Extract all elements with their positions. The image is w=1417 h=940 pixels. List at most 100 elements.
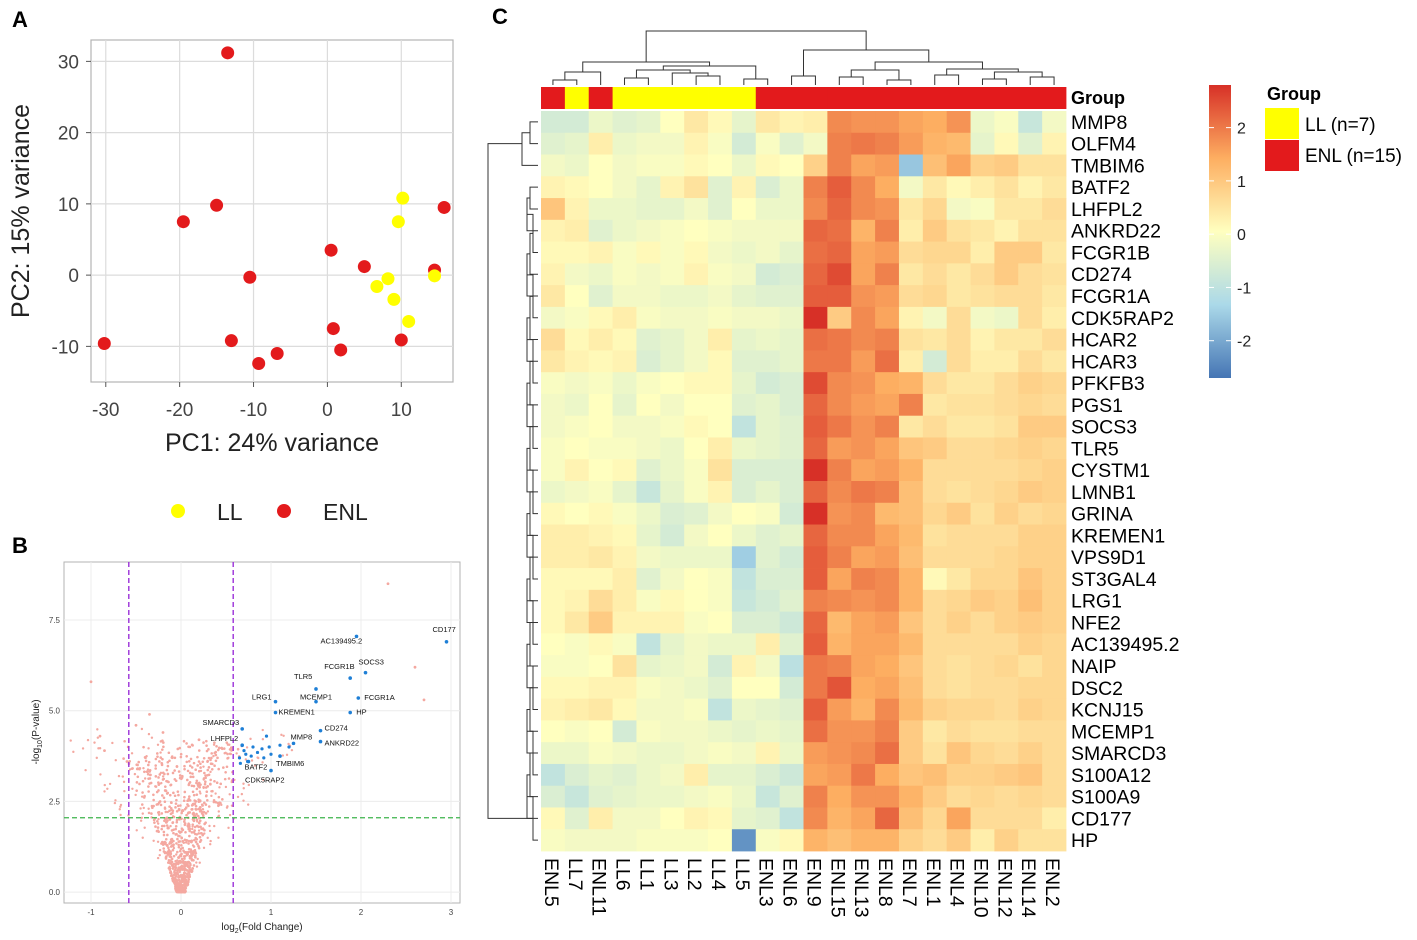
heatmap-cell xyxy=(994,524,1019,547)
significant-point xyxy=(262,756,266,760)
volcano-point xyxy=(201,827,205,831)
heatmap-cell xyxy=(922,546,948,569)
heatmap-cell xyxy=(588,785,613,808)
volcano-point xyxy=(217,804,220,808)
heatmap-cell xyxy=(684,306,709,330)
heatmap-cell xyxy=(636,655,661,678)
heatmap-cell xyxy=(875,481,900,504)
heatmap-cell xyxy=(1018,328,1043,351)
heatmap-cell xyxy=(994,546,1019,569)
group-cell xyxy=(946,87,971,109)
heatmap-cell xyxy=(851,785,876,808)
volcano-point xyxy=(184,867,187,871)
volcano-point xyxy=(195,861,198,864)
heatmap-cell xyxy=(612,807,637,830)
heatmap-cell xyxy=(541,263,566,286)
heatmap-cell xyxy=(922,763,948,787)
volcano-point xyxy=(188,829,191,833)
volcano-point xyxy=(195,818,199,822)
legend-enl-label: ENL (n=15) xyxy=(1305,146,1402,167)
heatmap-cell xyxy=(922,154,948,177)
heatmap-cell xyxy=(731,546,757,569)
volcano-point xyxy=(154,785,157,788)
volcano-point xyxy=(161,775,165,778)
heatmap-cell xyxy=(922,415,948,438)
heatmap-cell xyxy=(612,546,637,569)
dendrogram-link xyxy=(564,71,602,85)
volcano-point xyxy=(180,865,184,869)
volcano-point xyxy=(125,760,129,763)
volcano-point xyxy=(170,829,174,832)
row-label: AC139495.2 xyxy=(1071,634,1179,656)
heatmap-cell xyxy=(541,198,566,221)
volcano-point xyxy=(166,826,170,830)
heatmap-cell xyxy=(803,611,828,634)
heatmap-cell xyxy=(755,372,781,395)
heatmap-cell xyxy=(994,655,1019,678)
heatmap-cell xyxy=(779,742,804,765)
heatmap-cell xyxy=(636,198,661,221)
heatmap-cell xyxy=(708,807,733,830)
heatmap-cell xyxy=(731,763,757,787)
gene-label: MCEMP1 xyxy=(300,693,332,702)
heatmap-cell xyxy=(970,698,995,721)
heatmap-cell xyxy=(803,415,828,438)
volcano-point xyxy=(152,793,155,797)
volcano-point xyxy=(175,809,179,813)
heatmap-cell xyxy=(851,524,876,547)
volcano-point xyxy=(162,847,166,850)
volcano-point xyxy=(165,824,169,827)
heatmap-cell xyxy=(564,502,590,525)
column-label: ENL15 xyxy=(826,858,848,918)
heatmap-cell xyxy=(541,176,566,199)
row-label: OLFM4 xyxy=(1071,134,1136,156)
volcano-point xyxy=(228,748,232,751)
heatmap-cell xyxy=(994,459,1019,482)
heatmap-cell xyxy=(684,676,709,700)
column-label: LL3 xyxy=(659,858,681,891)
heatmap-cell xyxy=(803,481,828,504)
volcano-point xyxy=(103,790,106,793)
point-enl xyxy=(357,260,371,274)
heatmap-cell xyxy=(970,589,995,612)
heatmap-cell xyxy=(994,306,1019,330)
volcano-point xyxy=(196,755,199,759)
heatmap-cell xyxy=(970,241,995,264)
heatmap-cell xyxy=(803,589,828,612)
heatmap-cell xyxy=(755,393,781,417)
volcano-y-label: -log10(P-value) xyxy=(31,699,44,764)
volcano-point xyxy=(202,756,206,760)
volcano-point xyxy=(217,836,220,839)
heatmap-cell xyxy=(755,785,781,808)
colorbar-tick-label: -2 xyxy=(1237,334,1251,351)
heatmap-cell xyxy=(684,481,709,504)
heatmap-cell xyxy=(588,241,613,264)
volcano-point xyxy=(191,812,194,816)
heatmap-cell xyxy=(970,785,995,808)
volcano-point xyxy=(166,760,170,764)
heatmap-cell xyxy=(684,459,709,482)
dendrogram-link xyxy=(671,72,709,85)
heatmap-cell xyxy=(588,372,613,395)
volcano-point xyxy=(247,783,251,787)
heatmap-cell xyxy=(1042,154,1067,177)
heatmap-cell xyxy=(755,306,781,330)
heatmap-cell xyxy=(994,198,1019,221)
heatmap-cell xyxy=(1042,524,1067,547)
group-cell xyxy=(898,87,924,109)
heatmap-cell xyxy=(803,198,828,221)
volcano-point xyxy=(187,759,191,763)
y-tick-label: -10 xyxy=(52,337,79,358)
significant-point xyxy=(264,734,269,738)
heatmap-cell xyxy=(612,437,637,460)
heatmap-cell xyxy=(660,219,685,242)
column-label: LL6 xyxy=(612,858,634,891)
volcano-point xyxy=(98,747,102,750)
heatmap-cell xyxy=(1042,328,1067,351)
heatmap-cell xyxy=(898,742,924,765)
heatmap-cell xyxy=(564,807,590,830)
heatmap-cell xyxy=(541,720,566,743)
heatmap-cell xyxy=(1018,720,1043,743)
volcano-point xyxy=(103,749,106,753)
